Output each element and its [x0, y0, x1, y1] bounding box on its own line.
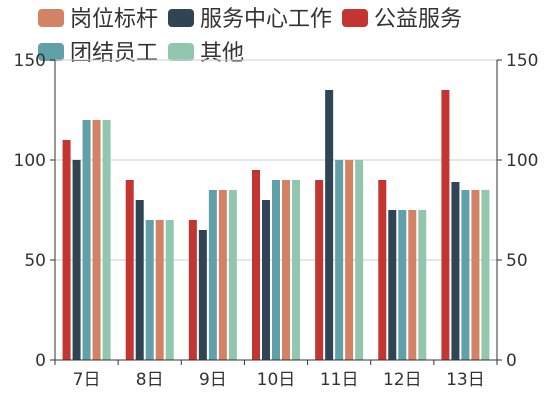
bars — [62, 90, 490, 360]
bar[interactable] — [481, 190, 490, 360]
legend-label: 团结员工 — [70, 41, 158, 66]
bar[interactable] — [125, 180, 134, 360]
legend-label: 岗位标杆 — [70, 7, 158, 32]
y-tick-label-left: 50 — [24, 251, 46, 271]
bar[interactable] — [408, 210, 417, 360]
bar[interactable] — [315, 180, 324, 360]
legend-swatch — [168, 9, 194, 27]
bar[interactable] — [262, 200, 270, 360]
legend-swatch — [38, 43, 64, 61]
bar[interactable] — [165, 220, 174, 360]
x-tick-label: 11日 — [320, 370, 359, 390]
bar[interactable] — [82, 120, 91, 360]
legend-item[interactable]: 公益服务 — [342, 7, 462, 32]
x-tick-label: 13日 — [446, 370, 485, 390]
x-tick-label: 7日 — [73, 370, 101, 390]
tick-labels: 0 0 50 50 100 100 150 150 7日 8日 9日 10日 11日 12日 13日 — [14, 51, 539, 390]
y-tick-label-right: 100 — [506, 151, 538, 171]
bar[interactable] — [325, 90, 334, 360]
bar[interactable] — [451, 182, 460, 360]
legend-label: 其他 — [200, 41, 244, 66]
x-tick-label: 10日 — [257, 370, 296, 390]
bar[interactable] — [135, 200, 144, 360]
legend-swatch — [342, 9, 368, 27]
bar[interactable] — [155, 220, 164, 360]
bar[interactable] — [471, 190, 480, 360]
y-tick-label-left: 150 — [14, 51, 46, 71]
legend-swatch — [38, 9, 64, 27]
bar[interactable] — [208, 190, 217, 360]
x-tick-label: 9日 — [199, 370, 227, 390]
y-tick-label-right: 150 — [506, 51, 538, 71]
bar[interactable] — [335, 160, 344, 360]
bar[interactable] — [388, 210, 397, 360]
axes — [50, 59, 502, 365]
bar[interactable] — [418, 210, 427, 360]
legend-item[interactable]: 服务中心工作 — [168, 7, 332, 32]
bar[interactable] — [272, 180, 280, 360]
bar[interactable] — [292, 180, 300, 360]
bar[interactable] — [252, 170, 260, 360]
bar[interactable] — [282, 180, 290, 360]
bar[interactable] — [188, 220, 197, 360]
y-tick-label-right: 0 — [506, 351, 517, 371]
bar[interactable] — [355, 160, 364, 360]
bar[interactable] — [461, 190, 470, 360]
x-tick-label: 8日 — [136, 370, 164, 390]
legend-item[interactable]: 其他 — [168, 41, 244, 66]
legend-label: 公益服务 — [374, 7, 462, 32]
bar[interactable] — [441, 90, 450, 360]
bar[interactable] — [198, 230, 207, 360]
bar[interactable] — [145, 220, 154, 360]
bar[interactable] — [92, 120, 101, 360]
bar[interactable] — [62, 140, 71, 360]
y-tick-label-left: 0 — [35, 351, 46, 371]
legend-swatch — [168, 43, 194, 61]
bar[interactable] — [218, 190, 227, 360]
bar[interactable] — [345, 160, 354, 360]
x-tick-label: 12日 — [383, 370, 422, 390]
bar[interactable] — [102, 120, 111, 360]
bar[interactable] — [398, 210, 407, 360]
y-tick-label-right: 50 — [506, 251, 528, 271]
y-tick-label-left: 100 — [14, 151, 46, 171]
bar[interactable] — [228, 190, 237, 360]
legend-item[interactable]: 岗位标杆 — [38, 7, 158, 32]
legend-item[interactable]: 团结员工 — [38, 41, 158, 66]
legend-label: 服务中心工作 — [200, 7, 332, 32]
bar[interactable] — [72, 160, 81, 360]
bar[interactable] — [378, 180, 387, 360]
